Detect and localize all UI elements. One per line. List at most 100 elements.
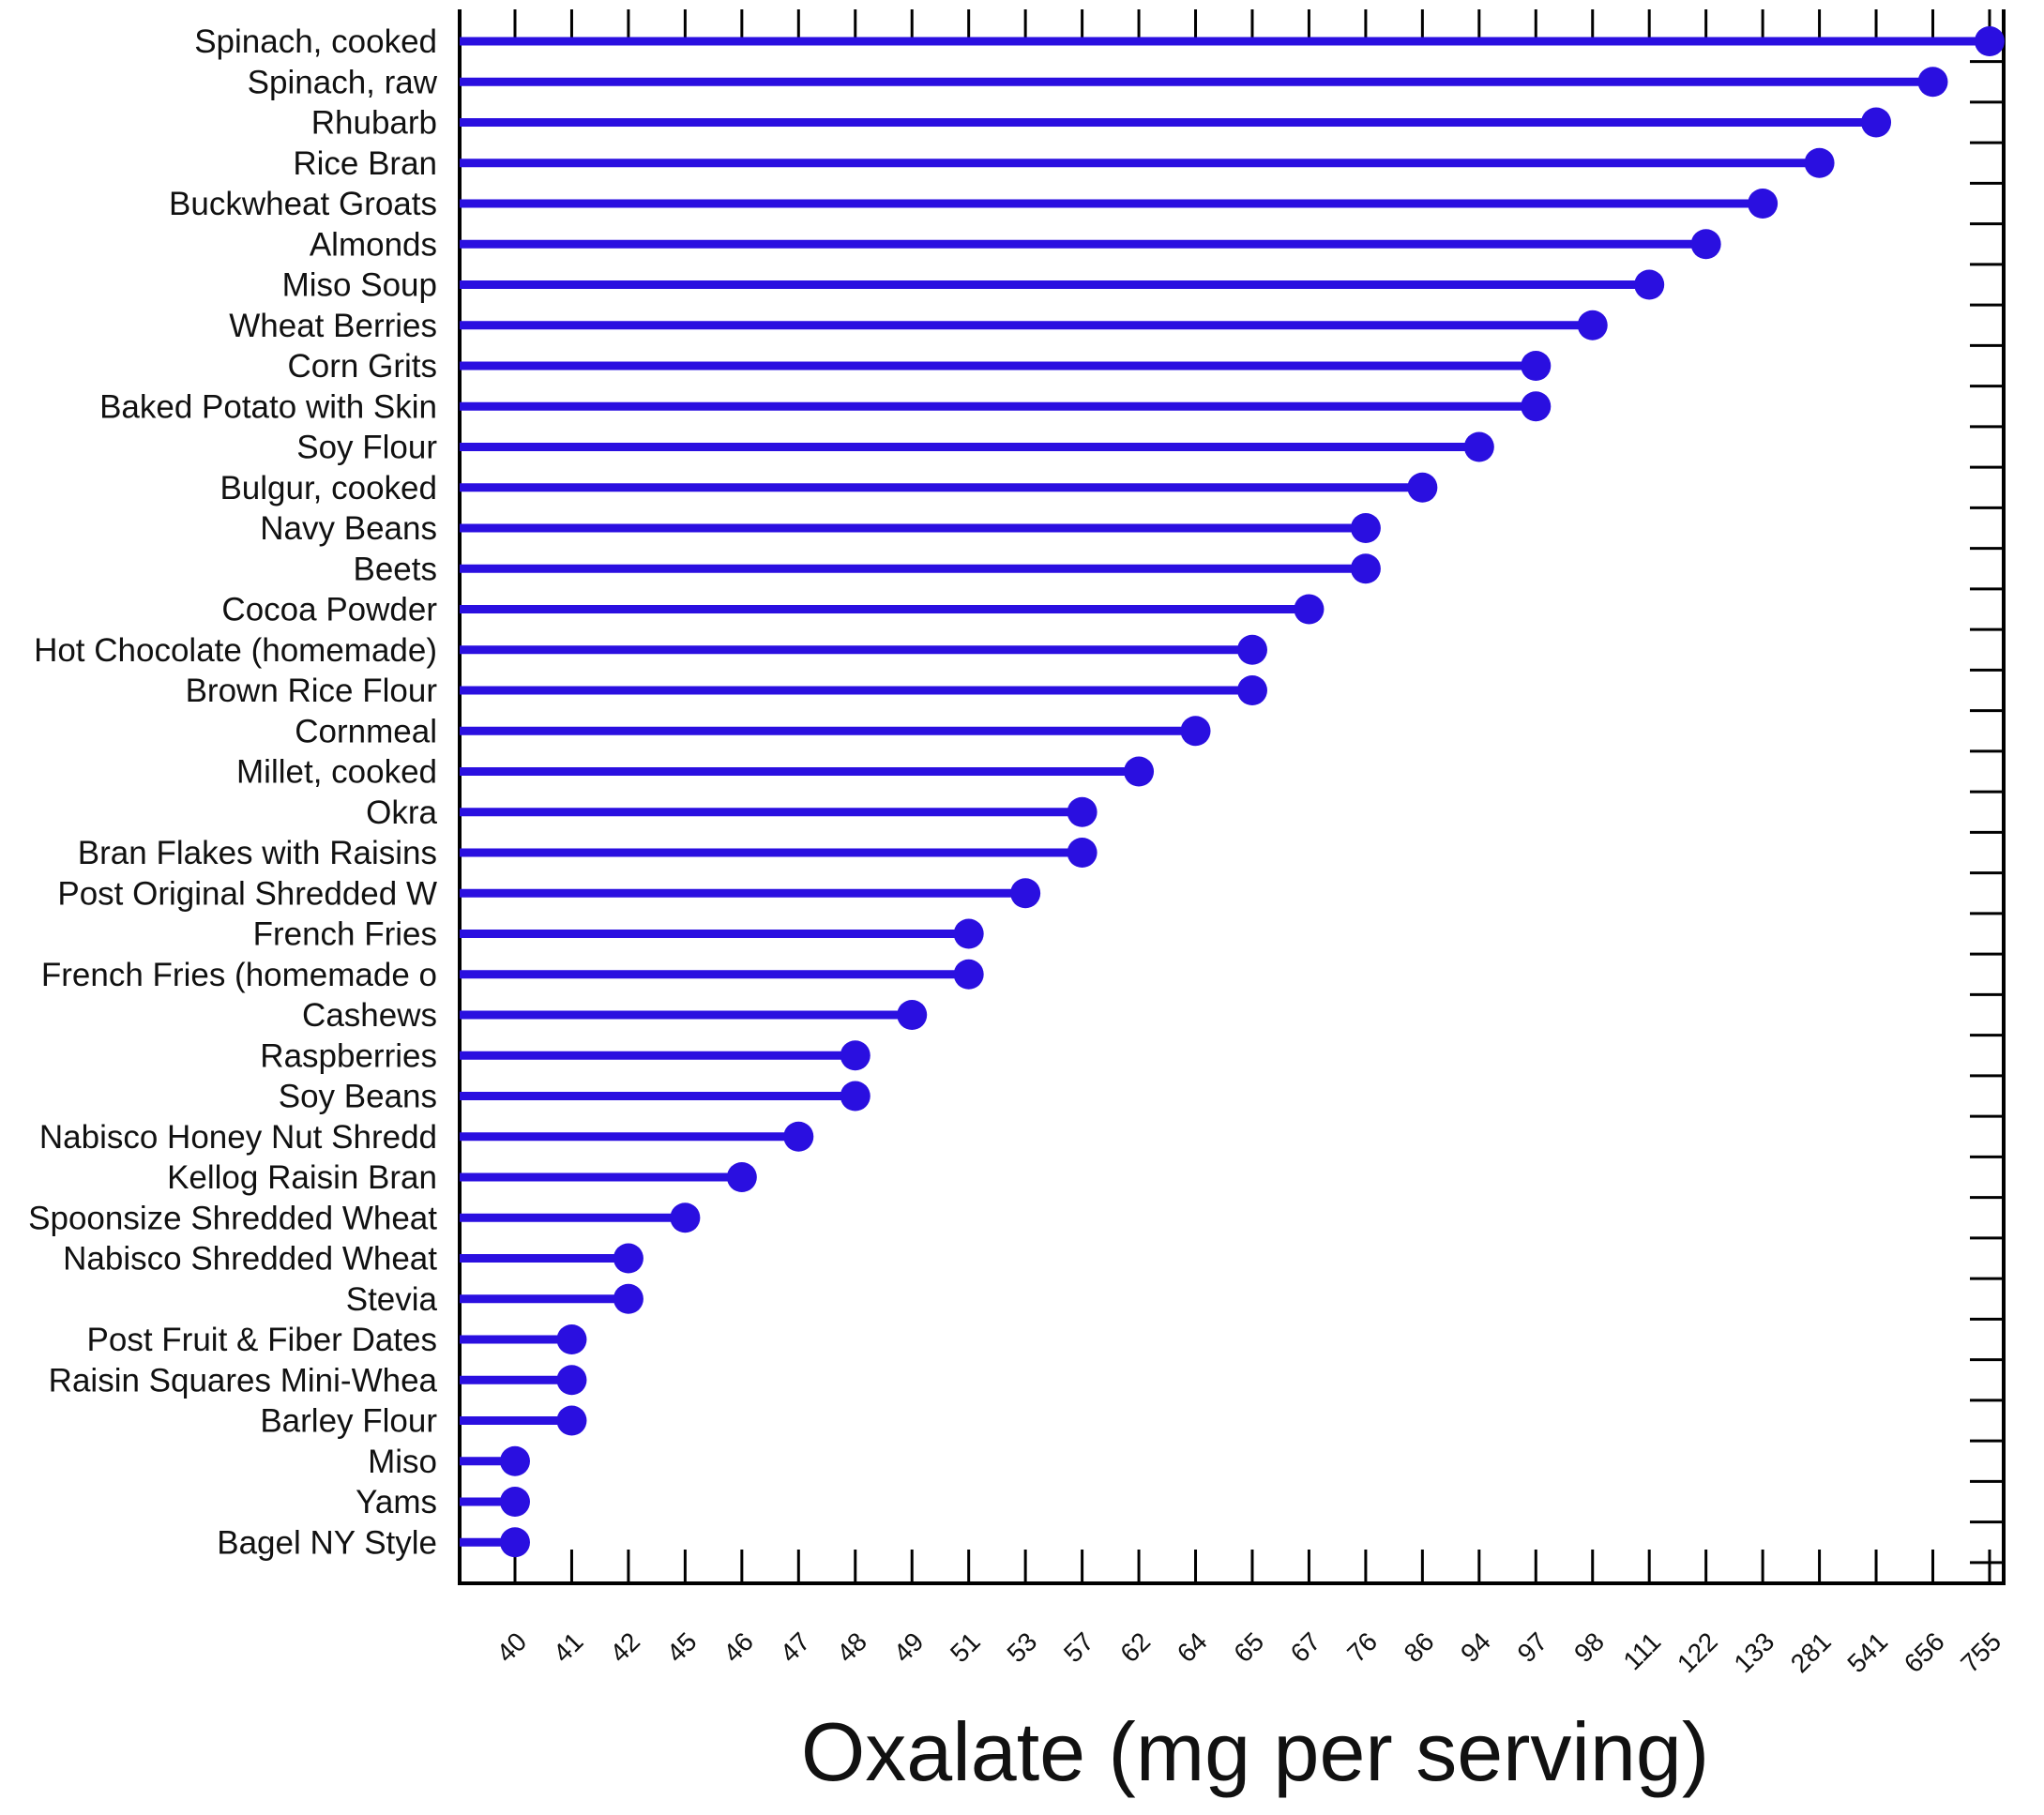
category-label: Almonds <box>310 226 437 263</box>
lollipop-dot <box>613 1243 643 1274</box>
x-tick-label: 62 <box>1114 1626 1156 1668</box>
category-label: French Fries <box>253 916 437 953</box>
x-tick-label: 57 <box>1058 1626 1099 1668</box>
lollipop-dot <box>953 918 984 949</box>
category-label: Cornmeal <box>295 713 437 749</box>
category-label: Cocoa Powder <box>221 592 437 628</box>
x-tick-label: 541 <box>1841 1626 1893 1678</box>
lollipop-dot <box>1180 716 1211 747</box>
lollipop-dot <box>1350 513 1381 543</box>
lollipop-dot <box>500 1445 530 1476</box>
category-label: Post Fruit & Fiber Dates <box>87 1322 437 1358</box>
x-tick-label: 86 <box>1399 1626 1440 1668</box>
category-label: Nabisco Shredded Wheat <box>63 1241 437 1278</box>
lollipop-dot <box>1974 26 2005 56</box>
x-tick-label: 45 <box>661 1626 703 1668</box>
lollipop-dot <box>1521 351 1552 381</box>
category-label: Stevia <box>346 1281 438 1318</box>
x-tick-label: 40 <box>491 1626 532 1668</box>
lollipop-dot <box>500 1527 530 1558</box>
lollipop-dot <box>500 1487 530 1517</box>
category-label: Bagel NY Style <box>217 1524 437 1561</box>
x-tick-label: 64 <box>1172 1626 1213 1668</box>
x-tick-label: 98 <box>1568 1626 1610 1668</box>
category-label: Spinach, raw <box>248 64 438 100</box>
x-tick-label: 65 <box>1228 1626 1269 1668</box>
lollipop-dot <box>840 1040 871 1071</box>
lollipop-dot <box>1577 310 1608 340</box>
lollipop-dot <box>1124 756 1155 787</box>
category-label: Nabisco Honey Nut Shredd <box>39 1119 437 1156</box>
lollipop-dot <box>1690 229 1721 260</box>
category-label: Millet, cooked <box>236 754 437 791</box>
category-label: Raspberries <box>260 1037 437 1074</box>
x-tick-label: 111 <box>1617 1626 1666 1675</box>
lollipop-dot <box>1463 431 1494 462</box>
category-label: Navy Beans <box>260 510 437 547</box>
lollipop-dot <box>783 1121 814 1152</box>
lollipop-dot <box>1634 269 1665 300</box>
x-tick-label: 41 <box>548 1626 589 1668</box>
x-tick-label: 53 <box>1001 1626 1042 1668</box>
lollipop-dot <box>1521 391 1552 422</box>
x-tick-label: 122 <box>1672 1626 1723 1678</box>
x-tick-label: 656 <box>1899 1626 1950 1678</box>
lollipop-dot <box>1067 838 1098 868</box>
category-label: Post Original Shredded W <box>57 875 437 912</box>
category-label: Miso Soup <box>282 267 437 304</box>
lollipop-dot <box>1067 796 1098 827</box>
category-label: Brown Rice Flour <box>186 673 438 709</box>
category-label: Barley Flour <box>260 1403 437 1440</box>
category-label: Rhubarb <box>311 105 437 142</box>
x-tick-label: 76 <box>1341 1626 1383 1668</box>
x-tick-label: 281 <box>1785 1626 1837 1678</box>
category-label: Wheat Berries <box>229 308 437 344</box>
category-label: Rice Bran <box>293 145 437 182</box>
category-label: French Fries (homemade o <box>41 957 437 993</box>
x-tick-label: 47 <box>775 1626 816 1668</box>
category-label: Yams <box>356 1484 437 1520</box>
lollipop-dot <box>613 1283 643 1314</box>
x-tick-label: 49 <box>888 1626 930 1668</box>
category-label: Okra <box>366 794 437 831</box>
lollipop-dot <box>897 1000 928 1030</box>
dots-group <box>500 26 2005 1558</box>
lollipop-dot <box>953 959 984 990</box>
category-label: Spoonsize Shredded Wheat <box>28 1200 437 1236</box>
category-label: Hot Chocolate (homemade) <box>34 632 437 669</box>
lollipop-dot <box>1010 878 1041 909</box>
x-tick-label: 97 <box>1512 1626 1553 1668</box>
lollipop-dot <box>1236 675 1267 705</box>
lollipop-dot <box>1861 107 1892 138</box>
lollipop-dot <box>1748 189 1779 219</box>
lollipop-dot <box>556 1365 587 1396</box>
category-label: Spinach, cooked <box>194 23 437 60</box>
category-label: Soy Beans <box>279 1079 437 1115</box>
lollipop-dot <box>1804 147 1835 178</box>
x-axis-title: Oxalate (mg per serving) <box>801 1705 1709 1798</box>
category-label: Bulgur, cooked <box>220 470 437 507</box>
category-label: Miso <box>368 1444 437 1480</box>
lollipop-dot <box>1917 67 1948 98</box>
x-tick-label: 94 <box>1455 1626 1496 1668</box>
category-label: Corn Grits <box>288 348 437 385</box>
lollipop-dot <box>726 1162 757 1192</box>
lollipop-dot <box>556 1405 587 1436</box>
lollipop-dot <box>1407 472 1438 503</box>
category-label: Baked Potato with Skin <box>99 388 437 425</box>
stems-group <box>460 37 1990 1547</box>
category-label: Buckwheat Groats <box>169 186 437 222</box>
x-tick-label: 133 <box>1728 1626 1779 1678</box>
x-tick-label: 51 <box>945 1626 986 1668</box>
category-label: Cashews <box>302 997 437 1034</box>
lollipop-dot <box>1294 594 1325 625</box>
category-label: Bran Flakes with Raisins <box>78 835 437 871</box>
x-tick-label: 755 <box>1955 1626 2006 1678</box>
lollipop-dot <box>670 1202 701 1233</box>
x-tick-label: 46 <box>718 1626 759 1668</box>
x-tick-label: 48 <box>831 1626 872 1668</box>
x-tick-label: 67 <box>1285 1626 1326 1668</box>
